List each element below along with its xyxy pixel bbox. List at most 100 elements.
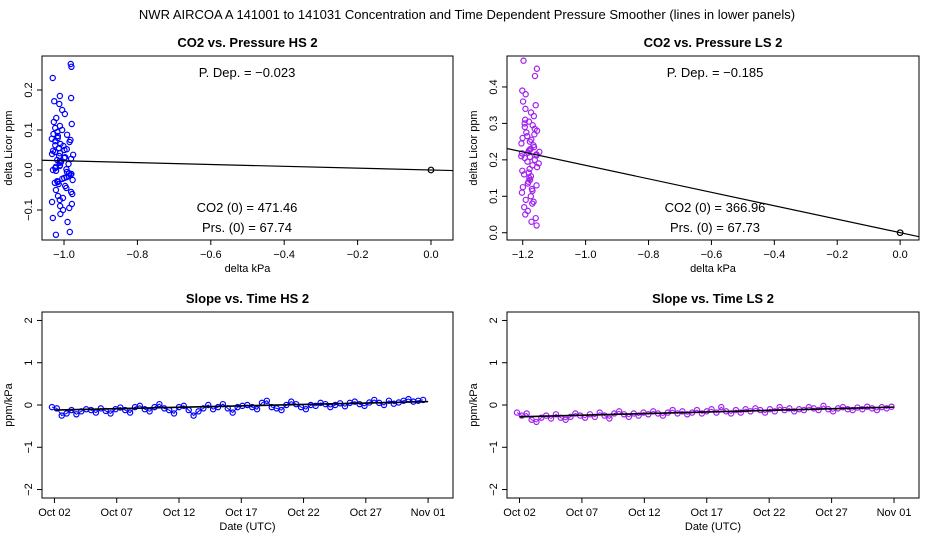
- data-point: [48, 150, 56, 158]
- data-point: [253, 406, 261, 413]
- plot-area: [48, 395, 429, 419]
- data-point: [522, 196, 529, 204]
- x-tick-label: −0.6: [200, 249, 222, 261]
- data-point: [567, 413, 574, 421]
- data-point: [524, 180, 531, 187]
- x-tick-label: Oct 27: [350, 507, 382, 519]
- zero-point: [427, 166, 435, 174]
- x-tick-label: Oct 22: [287, 507, 319, 519]
- data-point: [713, 409, 720, 416]
- data-point: [302, 406, 310, 413]
- data-point: [552, 411, 560, 418]
- smoother-line: [54, 400, 429, 411]
- annotation-co2-0: CO2 (0) = 471.46: [197, 200, 298, 215]
- data-point: [385, 397, 393, 404]
- data-point: [67, 60, 74, 68]
- data-point: [56, 196, 63, 204]
- data-point: [732, 406, 740, 414]
- x-tick-label: −0.4: [273, 249, 295, 261]
- x-tick-label: −0.8: [638, 249, 660, 261]
- data-point: [61, 110, 69, 118]
- y-tick-label: 2: [488, 317, 500, 323]
- data-point: [56, 92, 64, 100]
- data-point: [529, 200, 536, 207]
- data-point: [49, 166, 57, 174]
- panel-title: Slope vs. Time LS 2: [652, 291, 774, 306]
- data-point: [63, 410, 70, 417]
- data-point: [531, 131, 538, 138]
- data-point: [61, 146, 68, 154]
- y-tick-label: 0.2: [23, 82, 35, 97]
- data-point: [50, 118, 58, 126]
- data-point: [51, 179, 59, 186]
- plot-area: [42, 60, 453, 238]
- x-tick-label: −0.6: [701, 249, 723, 261]
- panel-hs-time: Slope vs. Time HS 2 Oct 02 Oct 07 Oct 12 Oct…: [3, 291, 454, 533]
- data-point: [49, 214, 57, 222]
- data-point: [52, 231, 60, 238]
- data-point: [59, 175, 66, 182]
- data-point: [535, 160, 542, 167]
- data-point: [520, 57, 527, 64]
- data-point: [518, 150, 526, 157]
- data-point: [51, 97, 58, 105]
- data-point: [57, 210, 64, 218]
- data-point: [52, 186, 60, 194]
- data-point: [63, 184, 70, 192]
- y-tick-label: 0.0: [23, 162, 35, 177]
- y-axis-label: ppm/kPa: [3, 382, 15, 426]
- data-point: [518, 189, 526, 196]
- fit-line: [42, 159, 453, 172]
- x-tick-label: −1.0: [575, 249, 597, 261]
- y-tick-label: 2: [23, 317, 35, 323]
- data-point: [523, 129, 530, 136]
- x-tick-label: 0.0: [423, 249, 438, 261]
- data-point: [531, 156, 538, 164]
- x-tick-label: 0.0: [892, 249, 907, 261]
- y-axis-label: delta Licor ppm: [3, 110, 15, 185]
- data-point: [66, 204, 73, 212]
- data-point: [718, 403, 725, 411]
- y-tick-label: 0: [23, 402, 35, 408]
- x-tick-label: Oct 27: [815, 507, 847, 519]
- x-tick-label: Oct 22: [753, 507, 785, 519]
- data-point: [66, 138, 73, 146]
- x-tick-label: −0.2: [826, 249, 848, 261]
- x-tick-label: Oct 07: [566, 507, 598, 519]
- x-axis-label: Date (UTC): [685, 521, 741, 533]
- data-point: [522, 211, 529, 218]
- panel-title: CO2 vs. Pressure LS 2: [644, 35, 783, 50]
- data-point: [52, 167, 60, 174]
- data-point: [527, 193, 535, 200]
- data-point: [65, 160, 72, 168]
- data-point: [786, 405, 793, 412]
- x-tick-label: −1.2: [512, 249, 534, 261]
- x-tick-label: Oct 02: [503, 507, 535, 519]
- y-tick-label: 1: [488, 360, 500, 366]
- x-tick-label: Oct 02: [38, 507, 70, 519]
- data-point: [63, 131, 71, 138]
- plot-frame: [506, 55, 920, 241]
- data-point: [54, 132, 62, 140]
- data-point: [229, 409, 236, 416]
- y-tick-label: −2: [488, 483, 500, 496]
- data-point: [532, 214, 539, 222]
- data-point: [519, 167, 526, 174]
- y-tick-label: 0.4: [488, 79, 500, 94]
- data-point: [859, 406, 866, 413]
- data-point: [524, 158, 531, 165]
- data-point: [53, 405, 61, 412]
- annotation-p-dep: P. Dep. = −0.023: [199, 65, 296, 80]
- data-point: [68, 63, 75, 71]
- data-point: [527, 173, 535, 180]
- data-point: [521, 120, 528, 127]
- panel-title: CO2 vs. Pressure HS 2: [177, 35, 317, 50]
- x-tick-label: Oct 17: [691, 507, 723, 519]
- data-point: [522, 91, 529, 98]
- data-point: [606, 415, 613, 422]
- data-point: [146, 408, 153, 415]
- data-point: [520, 204, 528, 211]
- data-point: [679, 408, 686, 415]
- y-tick-label: −2: [23, 483, 35, 496]
